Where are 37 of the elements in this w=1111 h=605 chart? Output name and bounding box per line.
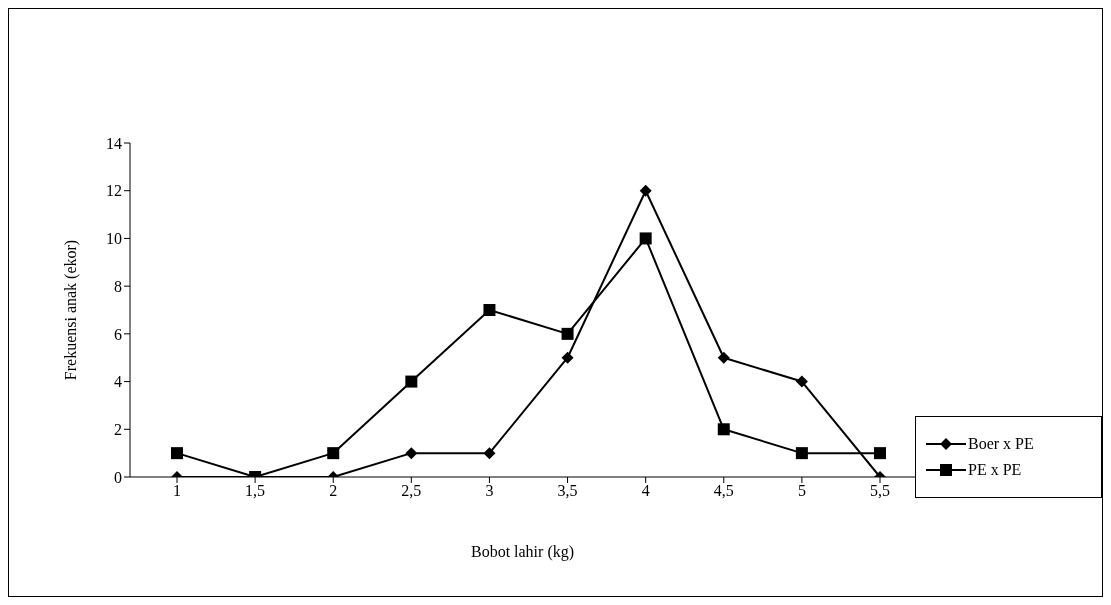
- point: [405, 375, 418, 388]
- x-tick-label: 4,5: [713, 482, 734, 500]
- point: [717, 423, 730, 436]
- point: [327, 447, 340, 460]
- y-tick-label: 10: [106, 230, 122, 248]
- point: [874, 447, 886, 460]
- x-axis-title: Bobot lahir (kg): [470, 543, 575, 561]
- point: [717, 351, 730, 364]
- y-axis-title: Frekuensi anak (ekor): [61, 239, 80, 381]
- y-tick-label: 14: [106, 134, 122, 152]
- x-tick-label: 3,5: [557, 482, 578, 500]
- point: [561, 327, 574, 340]
- legend-label: Boer x PE: [968, 435, 1034, 453]
- point: [639, 232, 652, 245]
- x-tick-label: 2,5: [401, 482, 422, 500]
- y-tick-label: 8: [114, 277, 122, 295]
- point: [483, 447, 496, 460]
- x-tick-label: 5: [797, 482, 806, 500]
- y-tick-label: 2: [114, 420, 122, 438]
- x-tick-label: 5,5: [870, 482, 890, 500]
- point: [639, 184, 652, 197]
- point: [483, 304, 496, 316]
- y-tick-label: 4: [114, 373, 122, 391]
- legend-label: PE x PE: [968, 461, 1022, 479]
- point: [795, 447, 808, 460]
- point: [795, 375, 808, 388]
- x-tick-label: 2: [329, 482, 338, 500]
- y-tick-label: 12: [106, 182, 122, 200]
- x-tick-label: 1: [173, 482, 181, 500]
- point: [561, 351, 574, 364]
- x-tick-label: 3: [485, 482, 494, 500]
- x-tick-label: 4: [641, 482, 650, 500]
- x-tick-label: 1,5: [245, 482, 266, 500]
- y-tick-label: 0: [114, 468, 122, 486]
- y-tick-label: 6: [114, 325, 122, 343]
- point: [405, 447, 418, 460]
- point: [171, 447, 183, 460]
